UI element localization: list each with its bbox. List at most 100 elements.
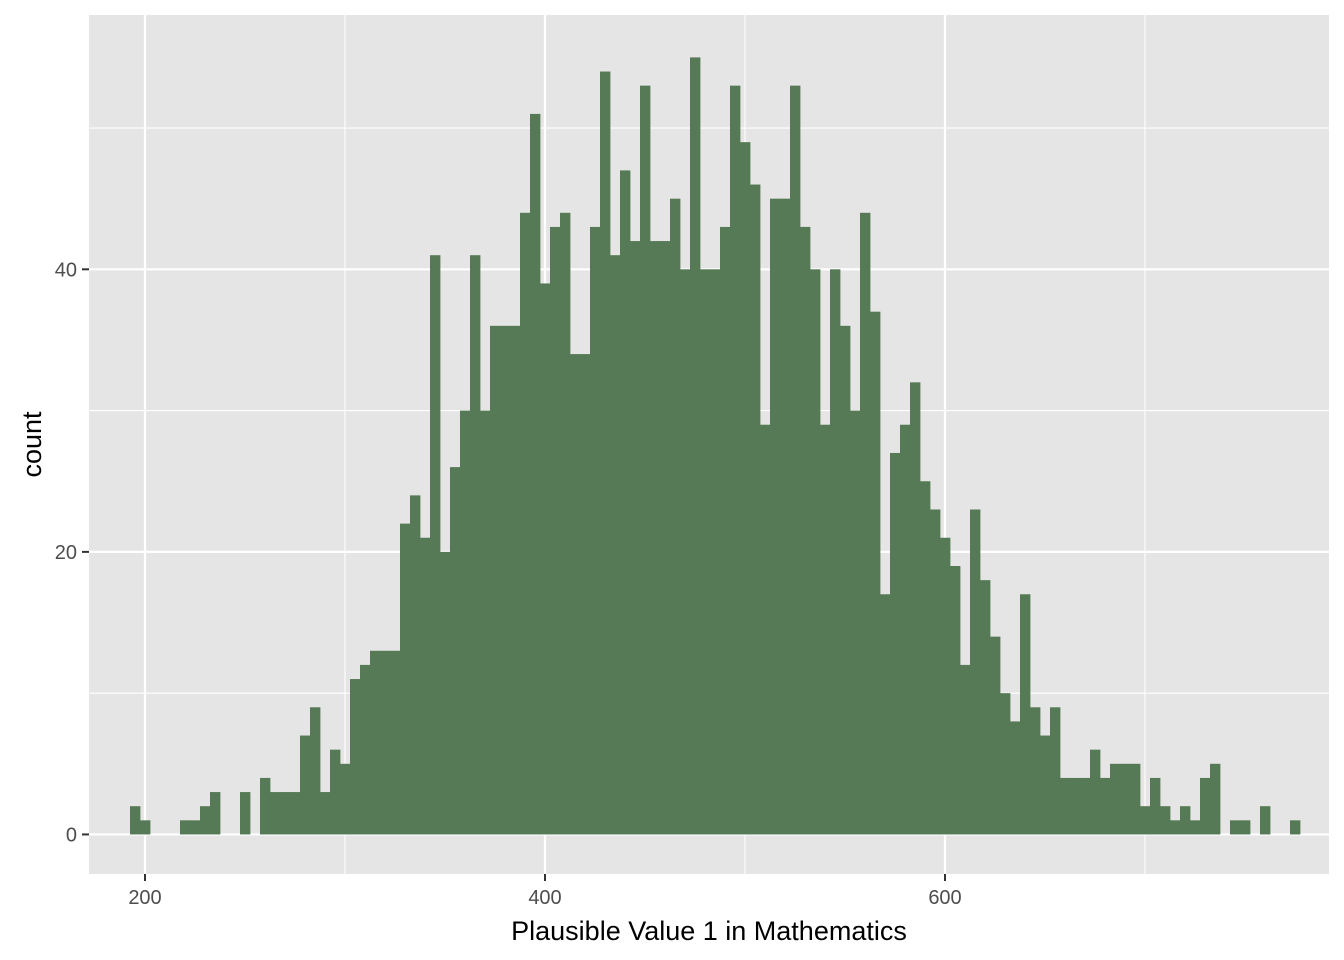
histogram-bar (1230, 820, 1241, 835)
histogram-bar (1020, 594, 1031, 835)
histogram-bar (1040, 735, 1051, 835)
histogram-bar (360, 664, 371, 835)
histogram-bar (320, 792, 331, 835)
histogram-bar (590, 226, 601, 835)
histogram-bar (350, 679, 361, 835)
histogram-bar (780, 198, 791, 835)
histogram-bar (260, 777, 271, 835)
histogram-bar (920, 481, 931, 835)
histogram-bar (940, 537, 951, 835)
histogram-bar (200, 806, 211, 835)
histogram-bar (1170, 820, 1181, 835)
histogram-bar (630, 241, 641, 835)
histogram-bar (880, 594, 891, 835)
histogram-bar (770, 198, 781, 835)
histogram-bar (570, 354, 581, 835)
histogram-bar (970, 509, 981, 835)
histogram-bar (500, 325, 511, 835)
histogram-bar (990, 636, 1001, 835)
histogram-bar (650, 241, 661, 835)
histogram-bar (670, 198, 681, 835)
histogram-bar (440, 551, 451, 835)
histogram-bar (1070, 777, 1081, 835)
histogram-bar (1050, 707, 1061, 835)
histogram-bar (410, 495, 421, 835)
histogram-bar (850, 410, 861, 835)
histogram-bar (700, 269, 711, 835)
histogram-bar (240, 792, 251, 835)
x-tick-label: 600 (928, 887, 961, 909)
histogram-bar (840, 325, 851, 835)
histogram-bar (1150, 777, 1161, 835)
histogram-bar (1000, 693, 1011, 835)
histogram-bar (190, 820, 201, 835)
histogram-bar (1080, 777, 1091, 835)
histogram-bar (1190, 820, 1201, 835)
histogram-bar (470, 255, 481, 835)
histogram-bar (420, 537, 431, 835)
histogram-bar (300, 735, 311, 835)
histogram-bar (750, 184, 761, 835)
histogram-bar (290, 792, 301, 835)
y-tick-label: 0 (66, 824, 77, 846)
histogram-bar (460, 410, 471, 835)
histogram-bar (1240, 820, 1251, 835)
histogram-bar (490, 325, 501, 835)
histogram-bar (1110, 763, 1121, 835)
histogram-bar (370, 650, 381, 835)
y-tick-label: 20 (55, 542, 77, 564)
histogram-bar (830, 269, 841, 835)
histogram-bar (980, 580, 991, 835)
histogram-bar (1290, 820, 1301, 835)
histogram-bar (380, 650, 391, 835)
histogram-bar (210, 792, 221, 835)
histogram-bar (660, 241, 671, 835)
histogram-bar (130, 806, 141, 835)
histogram-bar (910, 382, 921, 835)
histogram-bar (600, 71, 611, 835)
histogram-bar (1210, 763, 1221, 835)
x-axis: 200 400 600 (128, 874, 962, 909)
histogram-bar (180, 820, 191, 835)
histogram-bar (1100, 777, 1111, 835)
histogram-bar (720, 226, 731, 835)
histogram-bar (310, 707, 321, 835)
histogram-bar (510, 325, 521, 835)
histogram-bar (960, 664, 971, 835)
histogram-bar (640, 85, 651, 835)
histogram-bar (330, 749, 341, 835)
histogram-bar (1160, 806, 1171, 835)
histogram-bar (280, 792, 291, 835)
y-tick-label: 40 (55, 259, 77, 281)
histogram-bar (1030, 707, 1041, 835)
histogram-bar (890, 452, 901, 835)
histogram-bar (1260, 806, 1271, 835)
histogram-bar (390, 650, 401, 835)
histogram-bar (1090, 749, 1101, 835)
histogram-bar (1010, 721, 1021, 835)
histogram-bar (900, 424, 911, 835)
x-tick-label: 400 (528, 887, 561, 909)
x-tick-label: 200 (128, 887, 161, 909)
histogram-bar (860, 212, 871, 835)
y-axis: 0 20 40 (55, 259, 89, 846)
histogram-bar (580, 354, 591, 835)
histogram-bar (950, 566, 961, 835)
histogram-bar (790, 85, 801, 835)
histogram-bar (400, 523, 411, 835)
histogram-bar (760, 424, 771, 835)
histogram-bar (520, 212, 531, 835)
histogram-bar (540, 283, 551, 835)
histogram-bar (810, 269, 821, 835)
histogram-bar (550, 226, 561, 835)
histogram-bar (1130, 763, 1141, 835)
histogram-bar (1060, 777, 1071, 835)
histogram-bar (1140, 806, 1151, 835)
histogram-bar (450, 467, 461, 835)
y-axis-title: count (17, 411, 47, 478)
histogram-bar (690, 57, 701, 835)
histogram-bar (480, 410, 491, 835)
histogram-bars (130, 57, 1301, 835)
histogram-bar (800, 226, 811, 835)
histogram-bar (820, 424, 831, 835)
